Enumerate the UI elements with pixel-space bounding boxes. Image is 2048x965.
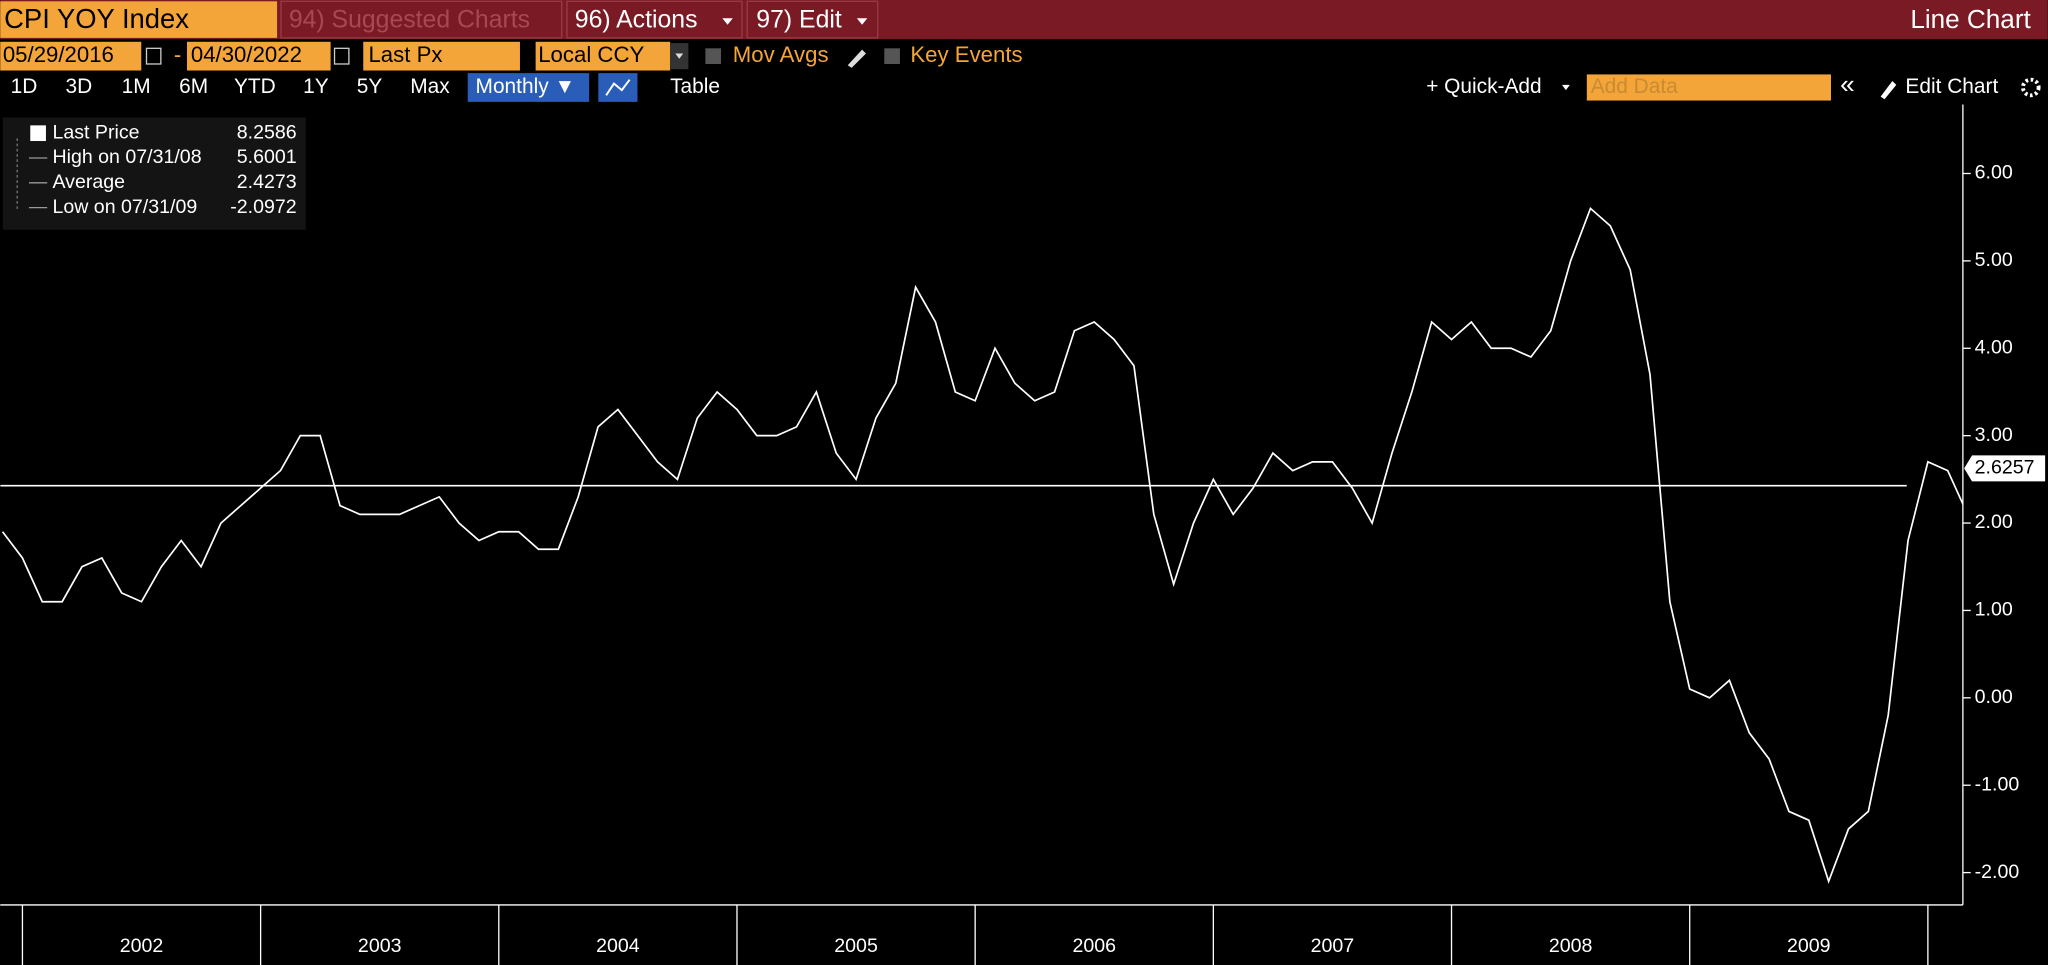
period-button[interactable]: 1D bbox=[11, 75, 38, 98]
period-button[interactable]: 5Y bbox=[357, 75, 383, 98]
calendar-icon[interactable] bbox=[145, 47, 162, 65]
dropdown-arrow bbox=[722, 18, 733, 25]
dropdown-arrow bbox=[1561, 84, 1570, 91]
y-tick-label: -1.00 bbox=[1975, 773, 2020, 795]
y-tick-label: 2.00 bbox=[1975, 511, 2013, 533]
legend bbox=[2, 117, 306, 230]
legend-value: 5.6001 bbox=[237, 146, 297, 168]
legend-label: Average bbox=[52, 171, 125, 193]
x-tick-label: 2006 bbox=[1072, 935, 1116, 957]
suggested-charts: 94) Suggested Charts bbox=[289, 6, 530, 33]
y-tick-label: 6.00 bbox=[1975, 162, 2013, 184]
x-tick-label: 2005 bbox=[834, 935, 878, 957]
legend-value: 2.4273 bbox=[237, 171, 297, 193]
legend-value: 8.2586 bbox=[237, 121, 297, 143]
price-line bbox=[1, 206, 1963, 884]
period-button[interactable]: YTD bbox=[234, 75, 276, 98]
table-button[interactable]: Table bbox=[670, 75, 720, 98]
add-data-field[interactable] bbox=[1586, 74, 1831, 101]
edit-chart[interactable]: Edit Chart bbox=[1905, 75, 1998, 98]
ticker: CPI YOY Index bbox=[4, 3, 189, 34]
period-button[interactable]: Max bbox=[410, 75, 450, 98]
legend-label: Last Price bbox=[52, 121, 139, 143]
period-button[interactable]: 1Y bbox=[303, 75, 329, 98]
plot-area bbox=[0, 206, 1963, 884]
quick-add[interactable]: + Quick-Add bbox=[1426, 75, 1541, 98]
y-tick-label: 1.00 bbox=[1975, 599, 2013, 621]
actions-button[interactable] bbox=[566, 0, 743, 39]
field-select[interactable] bbox=[363, 41, 520, 71]
legend-items: Last Price 8.2586 High on 07/31/08 5.6001 Av… bbox=[16, 121, 297, 218]
legend-label: Low on 07/31/09 bbox=[52, 196, 197, 218]
axes: -2.00 -1.00 0.00 1.00 2.00 3.00 4.00 5.00 6.00 20… bbox=[21, 162, 2046, 965]
legend-label: High on 07/31/08 bbox=[52, 146, 201, 168]
view-name: Line Chart bbox=[1910, 4, 2031, 34]
dropdown-arrow bbox=[856, 18, 868, 25]
x-tick-label: 2003 bbox=[358, 935, 402, 957]
actions: 96) Actions bbox=[575, 6, 698, 33]
field: Last Px bbox=[368, 42, 442, 67]
end-date: 04/30/2022 bbox=[191, 42, 302, 67]
start-date: 05/29/2016 bbox=[3, 42, 114, 67]
mov-avgs-checkbox[interactable] bbox=[705, 48, 722, 64]
price-tag-label: 2.6257 bbox=[1975, 457, 2035, 479]
period-button[interactable]: 1M bbox=[122, 75, 151, 98]
frequency-button[interactable] bbox=[467, 73, 590, 102]
collapse-button[interactable]: « bbox=[1840, 69, 1855, 99]
ticker-box[interactable] bbox=[0, 1, 278, 38]
chart-icon bbox=[605, 79, 631, 96]
y-tick-label: 4.00 bbox=[1975, 336, 2013, 358]
mov-avgs: Mov Avgs bbox=[733, 42, 829, 67]
price-tag bbox=[1964, 455, 2046, 482]
key-events: Key Events bbox=[910, 42, 1022, 67]
calendar-icon[interactable] bbox=[333, 47, 350, 65]
pencil-icon[interactable] bbox=[847, 49, 866, 68]
pencil-icon bbox=[1880, 80, 1897, 100]
period-button[interactable]: 6M bbox=[179, 75, 208, 98]
currency: Local CCY bbox=[538, 42, 644, 67]
period-button[interactable]: 3D bbox=[66, 75, 93, 98]
frequency: Monthly ▼ bbox=[476, 75, 576, 98]
period-buttons: 1D 3D 1M 6M YTD 1Y 5Y Max bbox=[11, 75, 451, 98]
x-tick-label: 2007 bbox=[1311, 935, 1355, 957]
start-date-field[interactable] bbox=[0, 41, 142, 71]
y-tick-label: -2.00 bbox=[1975, 861, 2020, 883]
y-tick-label: 3.00 bbox=[1975, 424, 2013, 446]
date-separator: - bbox=[174, 42, 181, 67]
legend-value: -2.0972 bbox=[230, 196, 296, 218]
add-data: Add Data bbox=[1591, 75, 1678, 98]
currency-select[interactable] bbox=[535, 41, 671, 71]
key-events-checkbox[interactable] bbox=[884, 48, 900, 64]
x-tick-label: 2004 bbox=[596, 935, 640, 957]
settings-icon[interactable] bbox=[2020, 77, 2041, 98]
end-date-field[interactable] bbox=[186, 41, 331, 71]
y-tick-label: 0.00 bbox=[1975, 686, 2013, 708]
dropdown-arrow bbox=[675, 53, 684, 59]
x-tick-label: 2008 bbox=[1549, 935, 1593, 957]
x-tick-label: 2002 bbox=[120, 935, 164, 957]
edit: 97) Edit bbox=[756, 6, 842, 33]
y-tick-label: 5.00 bbox=[1975, 249, 2013, 271]
legend-swatch bbox=[30, 125, 46, 142]
suggested-button[interactable] bbox=[280, 0, 563, 39]
x-tick-label: 2009 bbox=[1787, 935, 1831, 957]
edit-button[interactable] bbox=[746, 0, 879, 39]
